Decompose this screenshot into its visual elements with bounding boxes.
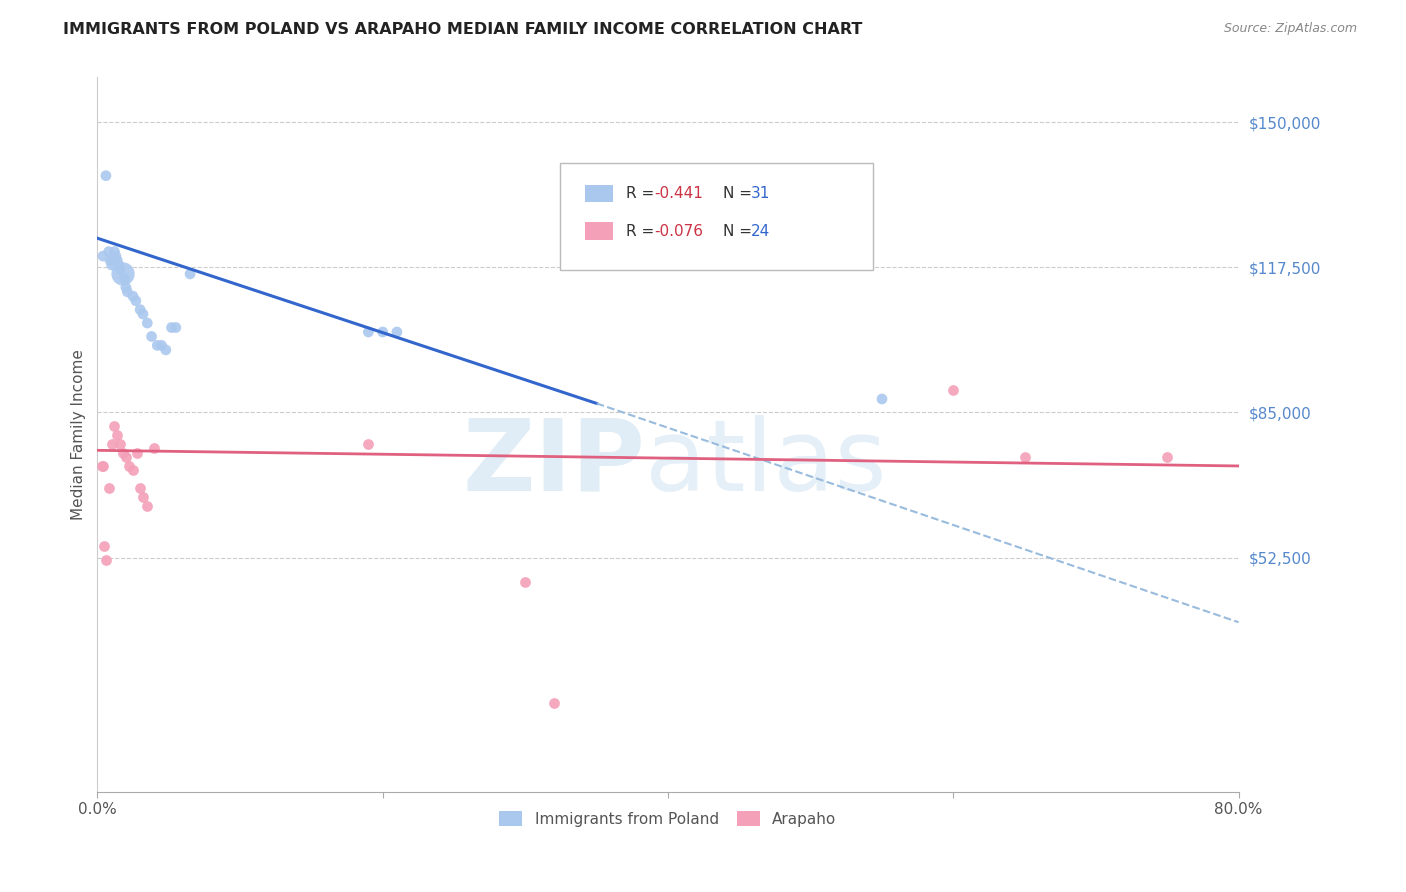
Point (165, 320, 187, 334)
Point (103, 418, 125, 433)
Text: R =: R = (626, 224, 659, 238)
Text: R =: R = (626, 186, 659, 202)
Point (543, 696, 565, 710)
Point (129, 302, 152, 317)
Point (101, 253, 124, 268)
Point (105, 427, 128, 442)
Text: N =: N = (723, 224, 756, 238)
Point (97, 244, 120, 259)
Text: IMMIGRANTS FROM POLAND VS ARAPAHO MEDIAN FAMILY INCOME CORRELATION CHART: IMMIGRANTS FROM POLAND VS ARAPAHO MEDIAN… (63, 22, 863, 37)
Y-axis label: Median Family Income: Median Family Income (72, 350, 86, 520)
Point (122, 463, 145, 477)
Point (122, 289, 145, 303)
Text: -0.076: -0.076 (654, 224, 703, 238)
Point (115, 280, 138, 294)
Point (160, 320, 183, 334)
Point (179, 267, 201, 281)
FancyBboxPatch shape (585, 222, 613, 240)
Point (132, 490, 155, 504)
Point (143, 441, 166, 455)
Point (115, 450, 138, 464)
Text: 31: 31 (751, 186, 770, 202)
Text: 24: 24 (751, 224, 770, 238)
Point (515, 575, 537, 590)
Point (98, 253, 121, 268)
Text: ZIP: ZIP (463, 415, 645, 512)
Point (94, 169, 117, 183)
Point (112, 445, 135, 459)
Point (112, 267, 135, 281)
Point (97, 481, 120, 495)
Text: N =: N = (723, 186, 756, 202)
Point (104, 249, 127, 263)
Point (108, 262, 131, 277)
Point (146, 338, 169, 352)
Point (107, 258, 129, 272)
Text: -0.441: -0.441 (654, 186, 703, 202)
Point (105, 253, 128, 268)
Point (117, 285, 139, 299)
Text: Source: ZipAtlas.com: Source: ZipAtlas.com (1223, 22, 1357, 36)
Point (91, 249, 114, 263)
Point (141, 329, 163, 343)
Point (136, 316, 159, 330)
Point (129, 481, 152, 495)
FancyBboxPatch shape (560, 163, 873, 270)
Point (91, 458, 114, 473)
FancyBboxPatch shape (585, 186, 613, 202)
Point (108, 436, 131, 450)
Point (1014, 450, 1036, 464)
Point (385, 325, 408, 339)
Point (94, 553, 117, 567)
Point (357, 325, 380, 339)
Text: atlas: atlas (645, 415, 887, 512)
Point (1156, 450, 1178, 464)
Point (90, 458, 112, 473)
Point (357, 436, 380, 450)
Point (136, 499, 159, 513)
Point (127, 445, 149, 459)
Point (942, 383, 965, 397)
Point (103, 244, 125, 259)
Point (100, 436, 122, 450)
Point (114, 271, 136, 285)
Point (132, 307, 155, 321)
Point (371, 325, 394, 339)
Point (93, 539, 115, 553)
Point (155, 343, 177, 357)
Point (870, 392, 893, 406)
Point (100, 258, 122, 272)
Point (150, 338, 173, 352)
Point (118, 458, 141, 473)
Point (125, 293, 148, 308)
Legend: Immigrants from Poland, Arapaho: Immigrants from Poland, Arapaho (492, 804, 844, 834)
